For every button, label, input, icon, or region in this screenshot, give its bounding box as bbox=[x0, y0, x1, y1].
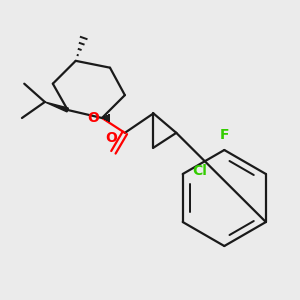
Text: O: O bbox=[87, 111, 99, 125]
Text: Cl: Cl bbox=[192, 164, 207, 178]
Polygon shape bbox=[45, 102, 68, 112]
Text: O: O bbox=[105, 131, 117, 146]
Text: F: F bbox=[220, 128, 229, 142]
